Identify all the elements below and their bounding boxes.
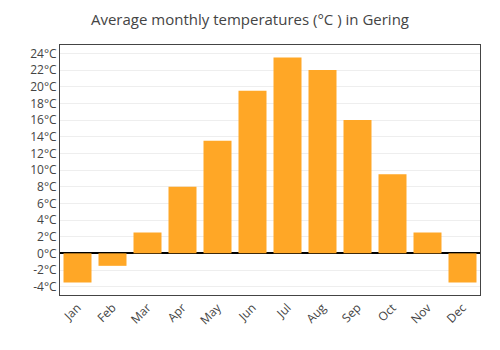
svg-text:-2°C: -2°C (33, 261, 57, 278)
svg-text:Jul: Jul (272, 299, 294, 321)
svg-text:Mar: Mar (127, 299, 155, 327)
svg-text:Nov: Nov (407, 299, 435, 327)
svg-text:0°C: 0°C (37, 245, 57, 262)
svg-text:-4°C: -4°C (33, 278, 57, 295)
svg-text:14°C: 14°C (30, 128, 57, 145)
svg-text:Oct: Oct (374, 299, 400, 325)
svg-text:Jun: Jun (234, 299, 259, 324)
svg-text:22°C: 22°C (30, 61, 57, 78)
svg-text:Dec: Dec (443, 299, 470, 326)
svg-text:24°C: 24°C (30, 45, 57, 62)
svg-text:Jan: Jan (60, 299, 85, 324)
svg-text:8°C: 8°C (37, 178, 57, 195)
svg-text:Aug: Aug (302, 299, 330, 327)
svg-text:6°C: 6°C (37, 195, 57, 212)
svg-text:18°C: 18°C (30, 95, 57, 112)
svg-text:2°C: 2°C (37, 228, 57, 245)
svg-text:10°C: 10°C (30, 161, 57, 178)
svg-text:12°C: 12°C (30, 145, 57, 162)
svg-text:20°C: 20°C (30, 78, 57, 95)
svg-text:Sep: Sep (338, 299, 365, 326)
svg-text:Feb: Feb (93, 299, 119, 325)
svg-text:16°C: 16°C (30, 111, 57, 128)
svg-text:4°C: 4°C (37, 211, 57, 228)
svg-text:Apr: Apr (164, 299, 190, 325)
svg-text:Average monthly temperatures (: Average monthly temperatures (°C ) in Ge… (91, 9, 409, 29)
svg-text:May: May (196, 299, 225, 328)
